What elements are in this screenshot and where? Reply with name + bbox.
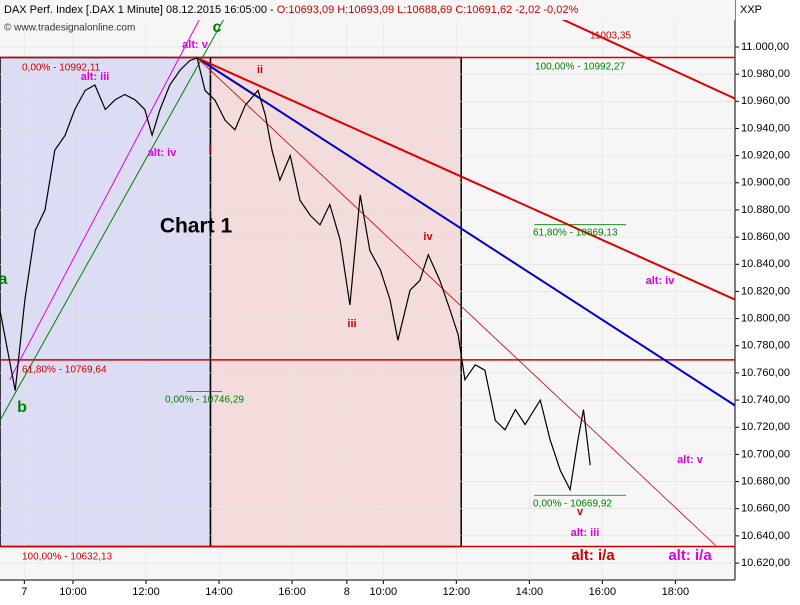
x-tick-label: 14:00 bbox=[516, 586, 544, 598]
y-tick-label: 10.760,00 bbox=[741, 367, 790, 379]
annotation: 61,80% - 10769,64 bbox=[22, 365, 107, 376]
annotation: b bbox=[17, 399, 27, 416]
y-tick-label: 10.740,00 bbox=[741, 394, 790, 406]
y-tick-label: 10.940,00 bbox=[741, 122, 790, 134]
annotation: ii bbox=[257, 64, 263, 76]
annotation: 100,00% - 10632,13 bbox=[22, 552, 113, 563]
annotation: alt: v bbox=[182, 39, 209, 51]
x-tick-label: 7 bbox=[21, 586, 27, 598]
y-tick-label: 10.640,00 bbox=[741, 530, 790, 542]
y-tick-label: 10.660,00 bbox=[741, 503, 790, 515]
annotation: 0,00% - 10992,11 bbox=[22, 63, 101, 74]
annotation: v bbox=[577, 506, 584, 518]
y-tick-label: 10.880,00 bbox=[741, 204, 790, 216]
fib-zone bbox=[209, 56, 462, 548]
annotation: 61,80% - 10869,13 bbox=[533, 228, 618, 239]
plot bbox=[0, 0, 735, 580]
y-tick-label: 10.960,00 bbox=[741, 95, 790, 107]
annotation: i bbox=[208, 144, 211, 156]
trendline bbox=[196, 57, 735, 407]
trendline bbox=[196, 57, 716, 546]
annotation: 11003,35 bbox=[590, 31, 631, 42]
y-tick-label: 10.980,00 bbox=[741, 68, 790, 80]
y-tick-label: 10.720,00 bbox=[741, 421, 790, 433]
y-tick-label: 10.860,00 bbox=[741, 231, 790, 243]
y-tick-label: 11.000,00 bbox=[741, 41, 789, 53]
x-tick-label: 10:00 bbox=[370, 586, 398, 598]
annotation: alt: iii bbox=[571, 527, 600, 539]
annotation: alt: i/a bbox=[668, 547, 712, 564]
y-tick-label: 10.820,00 bbox=[741, 285, 790, 297]
annotation: 0,00% - 10746,29 bbox=[165, 395, 244, 406]
annotation: 0,00% - 10669,92 bbox=[533, 499, 612, 510]
y-tick-label: 10.680,00 bbox=[741, 475, 790, 487]
annotation: alt: iii bbox=[81, 71, 110, 83]
annotation: a bbox=[0, 271, 8, 288]
annotation: iii bbox=[347, 318, 356, 330]
y-tick-label: 10.840,00 bbox=[741, 258, 790, 270]
header: DAX Perf. Index [.DAX 1 Minute] 08.12.20… bbox=[4, 4, 578, 16]
trendline bbox=[9, 0, 211, 380]
header-values: O:10693,09 H:10693,09 L:10688,69 C:10691… bbox=[277, 4, 579, 16]
annotation: alt: v bbox=[677, 454, 704, 466]
header-background bbox=[0, 0, 735, 20]
x-tick-label: 16:00 bbox=[278, 586, 306, 598]
annotation: alt: i/a bbox=[571, 547, 615, 564]
y-tick-label: 10.900,00 bbox=[741, 177, 790, 189]
trendline bbox=[0, 0, 236, 421]
header-title: DAX Perf. Index [.DAX 1 Minute] 08.12.20… bbox=[4, 4, 277, 16]
annotation: alt: iv bbox=[148, 147, 178, 159]
x-tick-label: 12:00 bbox=[132, 586, 160, 598]
copyright: © www.tradesignalonline.com bbox=[4, 23, 135, 34]
x-tick-label: 14:00 bbox=[205, 586, 233, 598]
y-tick-label: 10.920,00 bbox=[741, 150, 790, 162]
annotation: Chart 1 bbox=[160, 215, 233, 238]
trendline bbox=[196, 56, 735, 301]
annotation: 100,00% - 10992,27 bbox=[535, 62, 626, 73]
y-tick-label: 10.700,00 bbox=[741, 448, 790, 460]
y-tick-label: 10.800,00 bbox=[741, 312, 790, 324]
x-tick-label: 12:00 bbox=[443, 586, 471, 598]
price-line bbox=[0, 57, 591, 492]
y-tick-label: 10.620,00 bbox=[741, 557, 790, 569]
axis-background bbox=[735, 0, 800, 600]
annotation: alt: iv bbox=[646, 275, 676, 287]
x-tick-label: 18:00 bbox=[662, 586, 690, 598]
fib-zone bbox=[0, 56, 212, 548]
axis-name: XXP bbox=[740, 4, 762, 16]
x-tick-label: 8 bbox=[344, 586, 350, 598]
x-tick-label: 16:00 bbox=[589, 586, 617, 598]
annotation: c bbox=[213, 19, 222, 36]
annotation: iv bbox=[423, 231, 433, 243]
y-tick-label: 10.780,00 bbox=[741, 340, 790, 352]
x-tick-label: 10:00 bbox=[59, 586, 87, 598]
